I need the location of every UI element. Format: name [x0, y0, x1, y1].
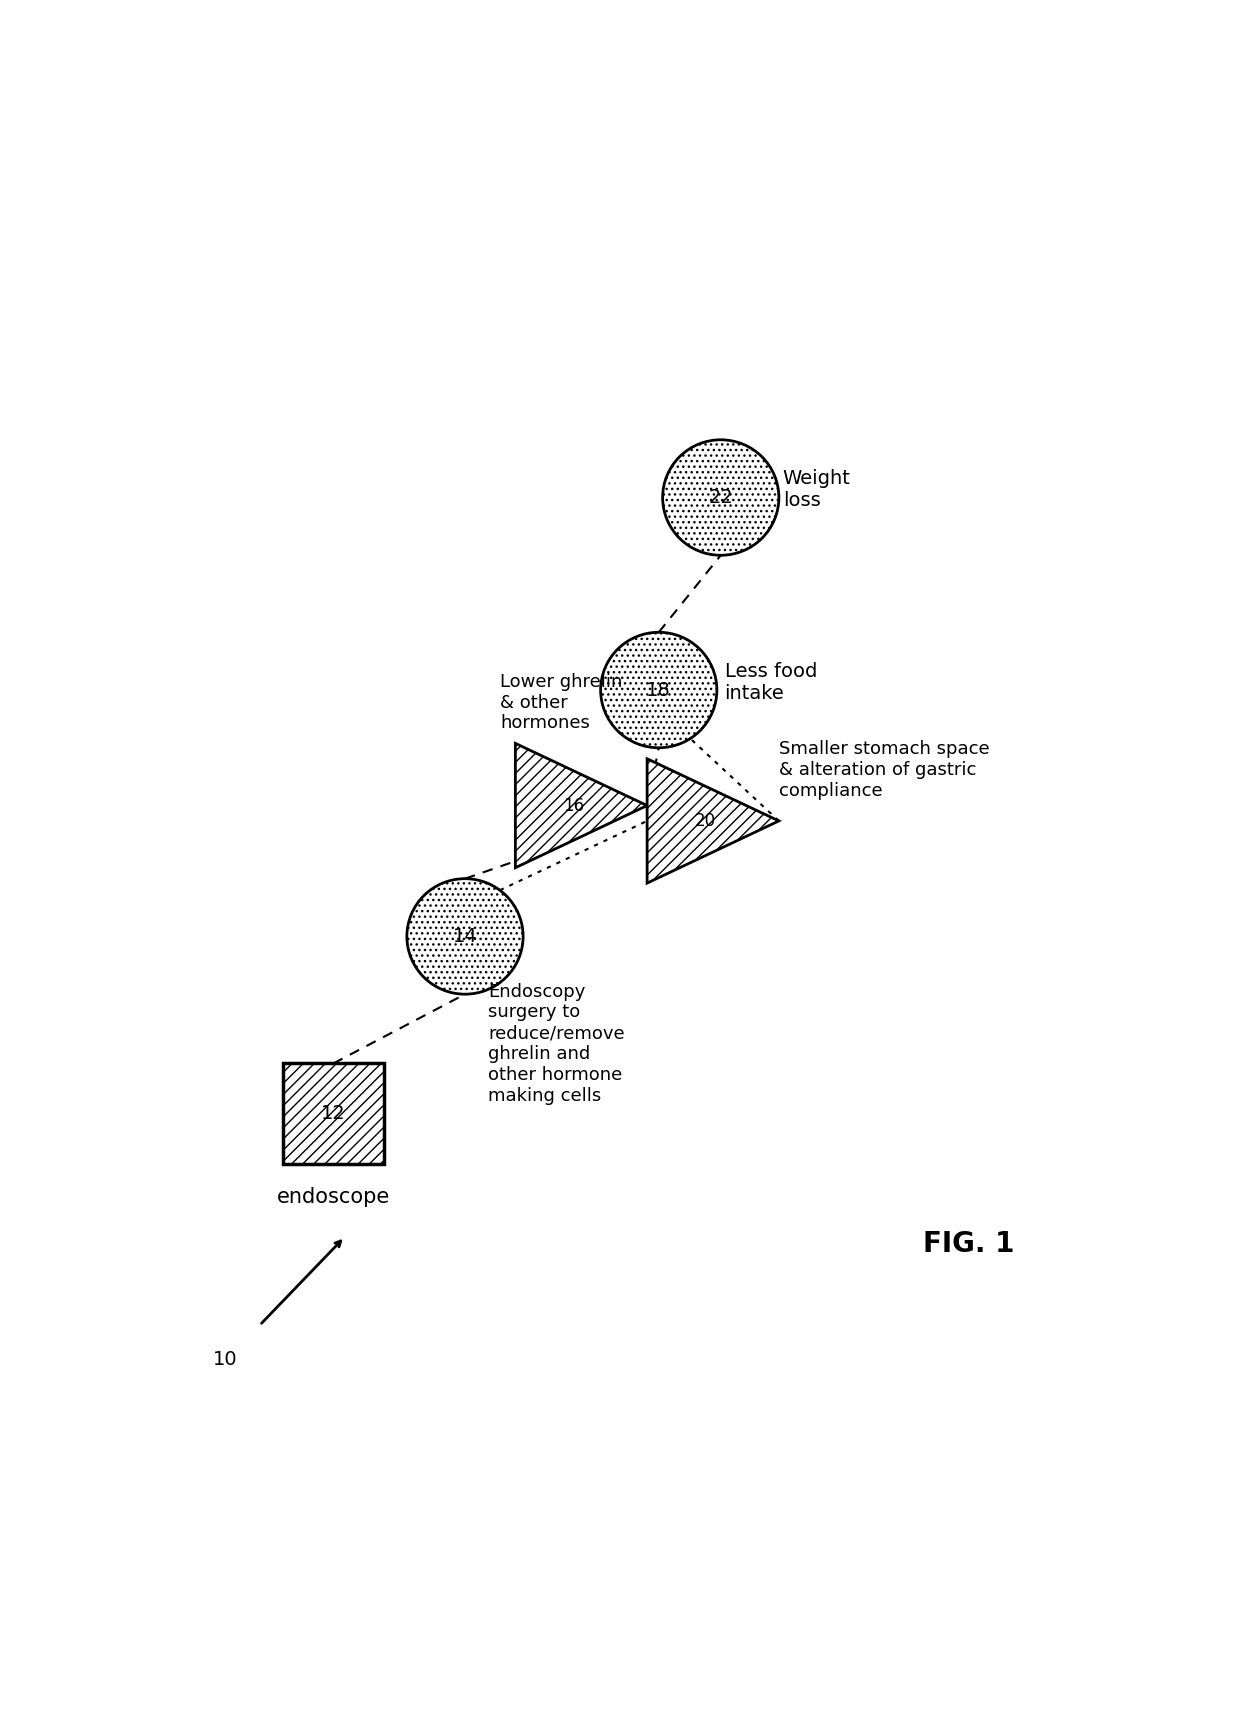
Text: 22: 22 — [708, 489, 733, 508]
Text: Weight
loss: Weight loss — [782, 470, 851, 511]
Text: endoscope: endoscope — [277, 1186, 389, 1207]
Text: Endoscopy
surgery to
reduce/remove
ghrelin and
other hormone
making cells: Endoscopy surgery to reduce/remove ghrel… — [489, 983, 625, 1105]
Text: 14: 14 — [453, 927, 477, 946]
Polygon shape — [516, 743, 647, 867]
Bar — [283, 1064, 383, 1164]
Circle shape — [662, 440, 779, 556]
Text: 10: 10 — [212, 1351, 237, 1370]
Polygon shape — [647, 758, 779, 882]
Text: Lower ghrelin
& other
hormones: Lower ghrelin & other hormones — [500, 674, 622, 732]
Circle shape — [600, 632, 717, 748]
Text: Smaller stomach space
& alteration of gastric
compliance: Smaller stomach space & alteration of ga… — [779, 741, 990, 800]
Text: 18: 18 — [646, 680, 671, 699]
Text: 20: 20 — [694, 812, 715, 831]
Text: Less food
intake: Less food intake — [724, 661, 817, 703]
Circle shape — [407, 879, 523, 995]
Text: FIG. 1: FIG. 1 — [923, 1230, 1014, 1259]
Text: 16: 16 — [563, 796, 584, 815]
Text: 12: 12 — [321, 1104, 346, 1123]
